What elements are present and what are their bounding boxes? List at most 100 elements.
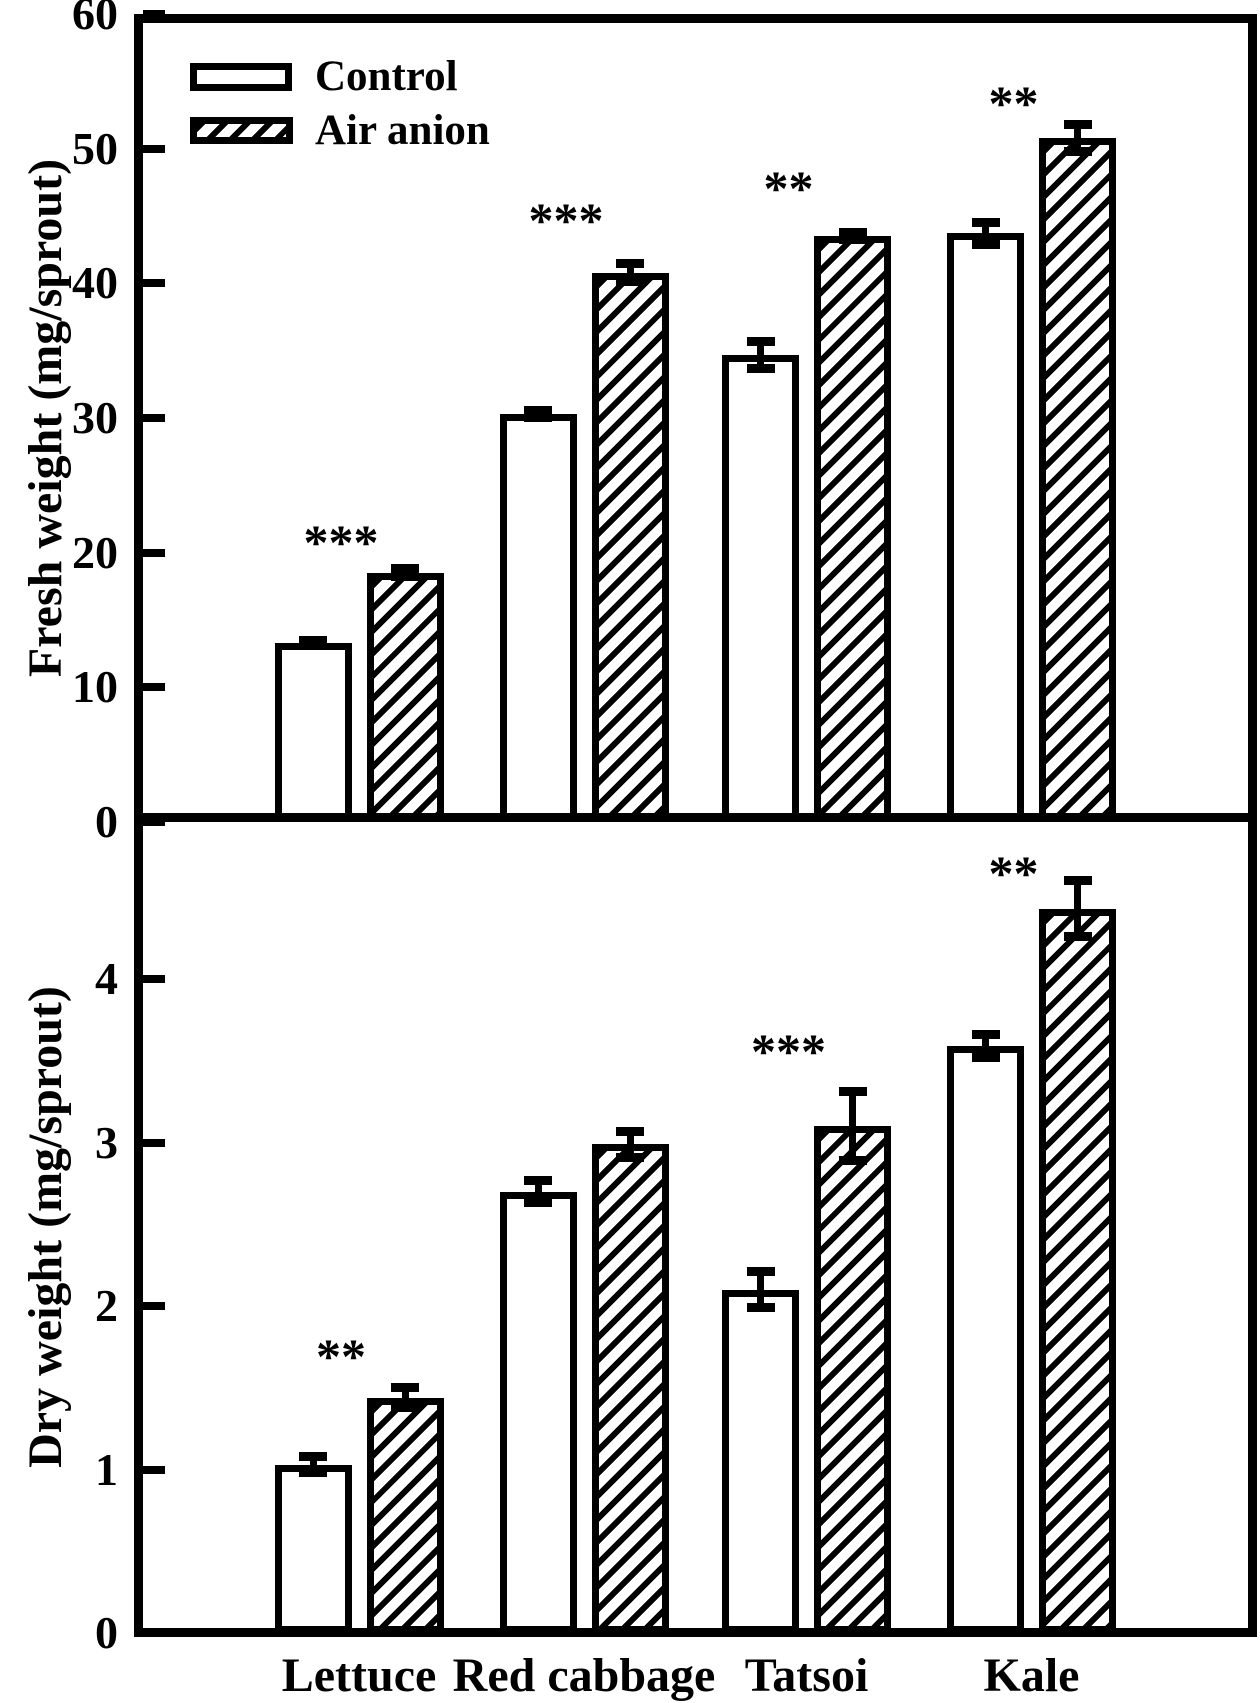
bar-top-kale-air-anion: [1039, 137, 1116, 822]
error-bar-cap-bottom: [616, 1152, 644, 1162]
legend-label-air-anion: Air anion: [315, 107, 490, 154]
bar-top-tatsoi-air-anion: [814, 236, 891, 822]
y-tick-label: 20: [72, 526, 118, 578]
y-axis-tick: [143, 1629, 165, 1637]
y-tick-label: 10: [72, 661, 118, 713]
error-bar-cap-top: [838, 1087, 867, 1097]
significance-marker: **: [988, 845, 1039, 902]
significance-marker: ***: [528, 191, 604, 248]
error-bar-cap-bottom: [971, 1052, 1000, 1062]
error-bar-cap-bottom: [299, 641, 327, 651]
bar-bottom-kale-control: [947, 1046, 1024, 1633]
y-axis-tick: [143, 144, 165, 153]
error-bar-cap-bottom: [1063, 146, 1092, 156]
y-tick-label: 2: [95, 1280, 118, 1331]
error-bar-cap-bottom: [524, 412, 552, 422]
error-bar-line: [534, 1180, 542, 1203]
y-tick-label: 3: [95, 1116, 118, 1168]
legend-swatch-air-anion: [190, 117, 293, 144]
y-tick-label: 0: [95, 1607, 118, 1658]
error-bar-cap-bottom: [616, 276, 644, 286]
error-bar-cap-bottom: [1063, 931, 1092, 941]
y-axis-tick: [143, 1465, 165, 1474]
y-tick-label: 30: [72, 391, 118, 443]
error-bar-line: [401, 1387, 409, 1408]
legend-label-control: Control: [315, 53, 458, 100]
error-bar-cap-top: [616, 259, 644, 269]
error-bar-cap-top: [524, 1175, 552, 1185]
category-label-lettuce: Lettuce: [281, 1649, 437, 1702]
y-tick-label: 4: [95, 953, 118, 1004]
error-bar-line: [982, 222, 989, 245]
error-bar-cap-top: [391, 1383, 419, 1393]
error-bar-cap-bottom: [391, 572, 419, 582]
error-bar-line: [849, 1091, 856, 1161]
error-bar-line: [757, 341, 764, 369]
y-axis-tick: [143, 975, 165, 983]
significance-marker: ***: [751, 1023, 826, 1080]
y-axis-tick: [143, 818, 165, 826]
bar-top-lettuce-control: [274, 642, 352, 822]
error-bar-cap-top: [971, 1030, 1000, 1040]
category-label-red-cabbage: Red cabbage: [452, 1649, 716, 1702]
y-axis-tick: [143, 683, 165, 692]
legend-swatch-control: [190, 63, 292, 91]
error-bar-cap-bottom: [524, 1198, 552, 1208]
category-label-kale: Kale: [983, 1649, 1080, 1702]
y-axis-tick: [143, 413, 165, 422]
error-bar-line: [1074, 880, 1081, 937]
error-bar-cap-top: [746, 1267, 775, 1277]
error-bar-cap-top: [1063, 119, 1092, 129]
error-bar-cap-top: [299, 635, 327, 645]
bar-top-lettuce-air-anion: [366, 572, 444, 822]
error-bar-cap-top: [616, 1126, 644, 1136]
bar-bottom-kale-air-anion: [1039, 908, 1116, 1633]
error-bar-cap-bottom: [299, 1468, 327, 1478]
error-bar-cap-top: [838, 228, 867, 238]
bar-bottom-tatsoi-air-anion: [814, 1126, 891, 1633]
bar-top-red-cabbage-control: [499, 413, 577, 822]
error-bar-cap-bottom: [838, 235, 867, 245]
y-tick-label: 0: [95, 796, 118, 847]
error-bar-line: [626, 1131, 634, 1158]
error-bar-line: [757, 1271, 764, 1308]
bar-bottom-tatsoi-control: [722, 1289, 799, 1633]
error-bar-cap-bottom: [746, 1303, 775, 1313]
y-axis-tick: [143, 1302, 165, 1310]
error-bar-cap-top: [746, 336, 775, 346]
error-bar-cap-top: [971, 218, 1000, 228]
bar-top-kale-control: [947, 233, 1024, 822]
error-bar-line: [626, 263, 634, 282]
bar-top-tatsoi-control: [722, 354, 799, 822]
error-bar-cap-top: [391, 564, 419, 574]
significance-marker: ***: [303, 513, 379, 570]
y-axis-tick: [143, 9, 165, 18]
bar-bottom-red-cabbage-control: [499, 1191, 577, 1633]
error-bar-cap-bottom: [971, 239, 1000, 249]
bar-bottom-red-cabbage-air-anion: [591, 1144, 669, 1633]
y-tick-label: 40: [72, 257, 118, 309]
y-tick-label: 60: [72, 0, 118, 39]
category-label-tatsoi: Tatsoi: [744, 1649, 869, 1702]
bar-top-red-cabbage-air-anion: [591, 272, 669, 822]
error-bar-cap-top: [524, 406, 552, 416]
y-tick-label: 50: [72, 122, 118, 174]
error-bar-line: [309, 1456, 317, 1473]
y-axis-tick: [143, 548, 165, 557]
bar-bottom-lettuce-air-anion: [366, 1397, 444, 1633]
y-axis-label-top: Fresh weight (mg/sprout): [19, 158, 72, 678]
error-bar-cap-top: [1063, 876, 1092, 886]
y-tick-label: 1: [95, 1443, 118, 1495]
error-bar-line: [1074, 124, 1081, 152]
error-bar-cap-bottom: [838, 1155, 867, 1165]
error-bar-cap-top: [299, 1451, 327, 1461]
error-bar-cap-bottom: [746, 363, 775, 373]
bar-bottom-lettuce-control: [274, 1464, 352, 1633]
error-bar-cap-bottom: [391, 1402, 419, 1412]
y-axis-label-bottom: Dry weight (mg/sprout): [19, 986, 72, 1468]
y-axis-tick: [143, 1138, 165, 1147]
significance-marker: **: [763, 159, 814, 216]
significance-marker: **: [316, 1327, 366, 1384]
y-axis-tick: [143, 279, 165, 288]
